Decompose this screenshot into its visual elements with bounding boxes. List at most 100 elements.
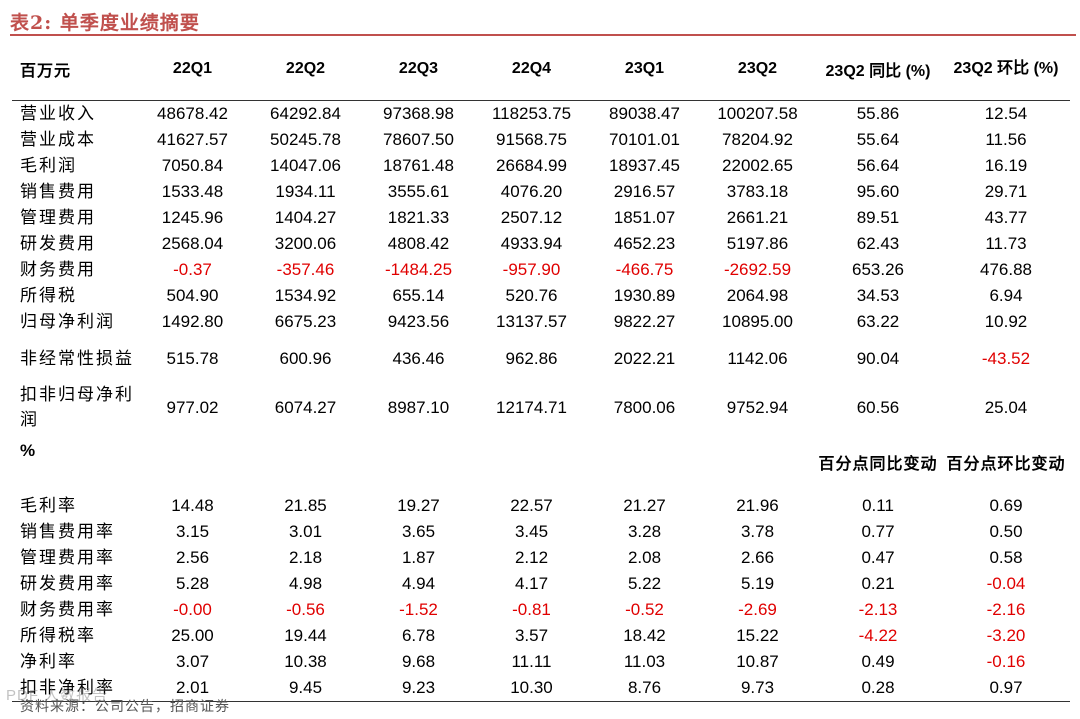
value-cell: 4.98 — [288, 574, 323, 593]
value-cell: 16.19 — [984, 156, 1028, 175]
value-cell: 2022.21 — [613, 349, 676, 368]
value-cell: 1534.92 — [274, 286, 337, 305]
value-cell: -1.52 — [399, 600, 438, 619]
empty-cell — [588, 433, 701, 493]
value-cell: -1484.25 — [384, 260, 453, 279]
value-cell: 4933.94 — [500, 234, 563, 253]
value-cell: -466.75 — [615, 260, 674, 279]
value-cell: -0.00 — [173, 600, 212, 619]
value-cell: 26684.99 — [496, 156, 567, 175]
table-row: 非经常性损益 515.78 600.96 436.46 962.86 2022.21 114… — [12, 335, 1070, 383]
value-cell: 0.49 — [861, 652, 895, 671]
value-cell: 89038.47 — [609, 104, 680, 123]
table-row: 毛利率 14.48 21.85 19.27 22.57 21.27 21.96 0.11 0.6… — [12, 493, 1070, 519]
value-cell: -3.20 — [986, 626, 1026, 645]
value-cell: -2.16 — [986, 600, 1026, 619]
header-cell: 22Q4 — [475, 38, 588, 101]
value-cell: 90.04 — [856, 349, 900, 368]
value-cell: 9423.56 — [387, 312, 450, 331]
header-cell: 23Q2 同比 (%) — [814, 38, 942, 101]
value-cell: 91568.75 — [496, 130, 567, 149]
value-cell: 78204.92 — [722, 130, 793, 149]
value-cell: 11.73 — [985, 234, 1027, 253]
value-cell: 653.26 — [852, 260, 904, 279]
ratio-header-section: % 百分点同比变动 百分点环比变动 — [12, 433, 1070, 493]
value-cell: 6675.23 — [274, 312, 337, 331]
value-cell: 12.54 — [984, 104, 1028, 123]
value-cell: 21.27 — [623, 496, 666, 515]
source-note: 资料来源：公司公告，招商证券 — [20, 699, 230, 715]
value-cell: -4.22 — [858, 626, 898, 645]
value-cell: 2568.04 — [161, 234, 224, 253]
row-label: 营业成本 — [20, 129, 96, 150]
value-cell: 22.57 — [510, 496, 553, 515]
value-cell: -0.81 — [512, 600, 551, 619]
header-cell: 22Q2 — [249, 38, 362, 101]
value-cell: 5.19 — [740, 574, 775, 593]
value-cell: 8987.10 — [387, 398, 450, 417]
value-cell: 9.23 — [362, 675, 475, 702]
value-cell: 1930.89 — [613, 286, 676, 305]
value-cell: 2.56 — [175, 548, 210, 567]
value-cell: -2.13 — [858, 600, 898, 619]
value-cell: 9.45 — [249, 675, 362, 702]
value-cell: 55.64 — [856, 130, 900, 149]
value-cell: 50245.78 — [270, 130, 341, 149]
value-cell: 19.44 — [284, 626, 327, 645]
value-cell: 11.03 — [623, 652, 666, 671]
value-cell: 10895.00 — [722, 312, 793, 331]
value-cell: -2.69 — [738, 600, 777, 619]
value-cell: 0.58 — [989, 548, 1023, 567]
value-cell: 3.28 — [627, 522, 662, 541]
value-cell: 2661.21 — [726, 208, 789, 227]
row-label: 管理费用率 — [20, 547, 115, 568]
value-cell: 1142.06 — [727, 349, 788, 368]
value-cell: 25.00 — [171, 626, 214, 645]
table-row: 营业收入 48678.42 64292.84 97368.98 118253.75 890… — [12, 101, 1070, 128]
value-cell: 14.48 — [171, 496, 214, 515]
table-row: 研发费用 2568.04 3200.06 4808.42 4933.94 4652.23 5… — [12, 231, 1070, 257]
value-cell: 10.38 — [284, 652, 327, 671]
value-cell: 41627.57 — [157, 130, 228, 149]
value-cell: 18937.45 — [609, 156, 680, 175]
table-row: 归母净利润 1492.80 6675.23 9423.56 13137.57 9822.2… — [12, 309, 1070, 335]
value-cell: 60.56 — [856, 398, 900, 417]
row-label: 净利率 — [20, 651, 77, 672]
value-cell: 9822.27 — [613, 312, 676, 331]
value-cell: 10.87 — [736, 652, 779, 671]
value-cell: 56.64 — [856, 156, 900, 175]
row-label: 扣非净利率 — [12, 675, 136, 702]
value-cell: 600.96 — [279, 349, 332, 368]
value-cell: 1934.11 — [275, 182, 336, 201]
empty-cell — [475, 433, 588, 493]
value-cell: 0.21 — [861, 574, 895, 593]
value-cell: 5.28 — [175, 574, 210, 593]
value-cell: 436.46 — [392, 349, 445, 368]
value-cell: 1404.27 — [274, 208, 337, 227]
ratio-unit-label: % — [20, 441, 36, 460]
value-cell: 97368.98 — [383, 104, 454, 123]
row-label: 财务费用 — [20, 259, 96, 280]
row-label: 营业收入 — [20, 103, 96, 124]
value-cell: 11.56 — [985, 130, 1027, 149]
value-cell: 4808.42 — [387, 234, 450, 253]
table-row: 财务费用率 -0.00 -0.56 -1.52 -0.81 -0.52 -2.69 -2.13… — [12, 597, 1070, 623]
header-cell: 22Q3 — [362, 38, 475, 101]
value-cell: -0.52 — [625, 600, 664, 619]
value-cell: 4.94 — [401, 574, 436, 593]
value-cell: 25.04 — [984, 398, 1028, 417]
value-cell: 5197.86 — [726, 234, 789, 253]
value-cell: 1245.96 — [161, 208, 224, 227]
value-cell: 21.85 — [284, 496, 327, 515]
value-cell: 18761.48 — [383, 156, 454, 175]
value-cell: 1492.80 — [161, 312, 224, 331]
header-cell: 23Q2 环比 (%) — [942, 38, 1070, 101]
table-row: 销售费用率 3.15 3.01 3.65 3.45 3.28 3.78 0.77 0.50 — [12, 519, 1070, 545]
header-cell: 百万元 — [12, 38, 136, 101]
title-bar: 表2: 单季度业绩摘要 — [10, 6, 1076, 36]
value-cell: -0.37 — [173, 260, 212, 279]
value-cell: 3.78 — [740, 522, 775, 541]
empty-cell — [362, 433, 475, 493]
table-row: 销售费用 1533.48 1934.11 3555.61 4076.20 2916.57 3… — [12, 179, 1070, 205]
value-cell: 95.60 — [856, 182, 900, 201]
